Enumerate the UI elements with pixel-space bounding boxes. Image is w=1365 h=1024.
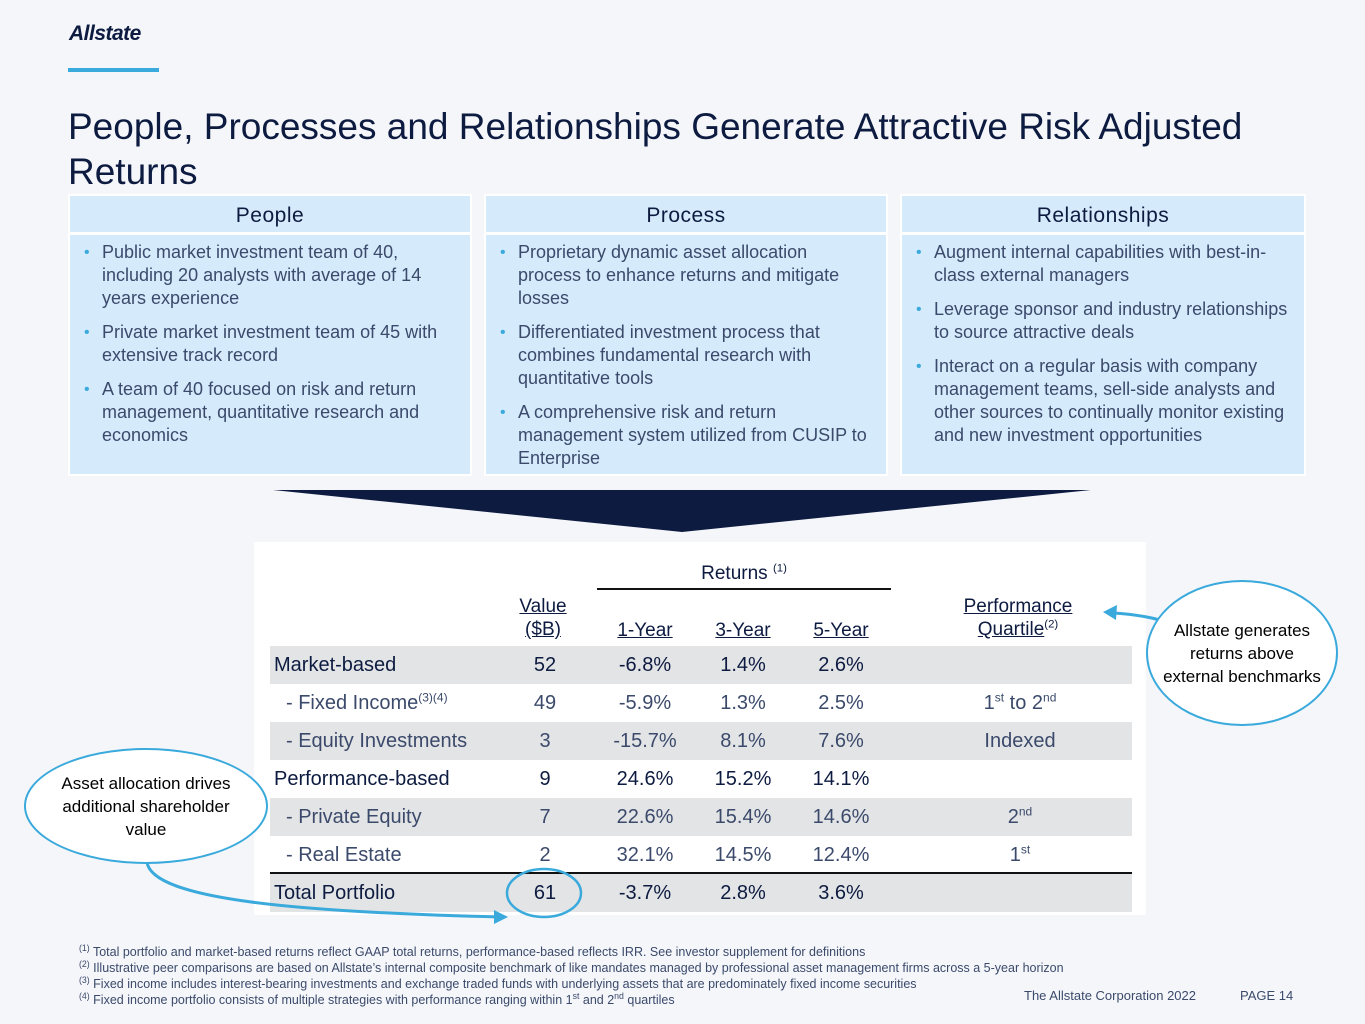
table-row-equity-investments: - Equity Investments 3 -15.7% 8.1% 7.6% … xyxy=(270,722,1132,760)
footnote: (2) Illustrative peer comparisons are ba… xyxy=(79,958,1064,975)
footnote: (1) Total portfolio and market-based ret… xyxy=(79,942,866,959)
pillar-body: • Public market investment team of 40, in… xyxy=(70,235,470,474)
pillar-relationships: Relationships • Augment internal capabili… xyxy=(900,194,1306,476)
bullet-item: • A team of 40 focused on risk and return… xyxy=(84,379,420,445)
bullet-dot-icon: • xyxy=(500,404,506,421)
one-year-header: 1-Year xyxy=(617,620,673,641)
returns-table: Returns (1) Value ($B) 1-Year 3-Year 5-Y… xyxy=(254,542,1146,915)
table-row-market-based: Market-based 52 -6.8% 1.4% 2.6% xyxy=(270,646,1132,684)
performance-quartile-header: Performance Quartile(2) xyxy=(963,596,1073,640)
pillar-people: People • Public market investment team of… xyxy=(68,194,472,476)
returns-header-rule xyxy=(597,588,891,590)
pillar-heading: Relationships xyxy=(902,196,1304,232)
bullet-item: • Differentiated investment process that … xyxy=(500,322,820,388)
table-row-real-estate: - Real Estate 2 32.1% 14.5% 12.4% 1st xyxy=(286,842,1031,866)
bullet-dot-icon: • xyxy=(84,244,90,261)
pillar-heading: People xyxy=(70,196,470,232)
bullet-item: • Leverage sponsor and industry relations… xyxy=(916,299,1288,342)
bullet-item: • Proprietary dynamic asset allocation pr… xyxy=(500,242,840,308)
bullet-item: • Augment internal capabilities with best… xyxy=(916,242,1267,285)
table-row-private-equity: - Private Equity 7 22.6% 15.4% 14.6% 2nd xyxy=(270,798,1132,836)
bullet-dot-icon: • xyxy=(500,324,506,341)
bullet-item: • Interact on a regular basis with compan… xyxy=(916,356,1285,445)
table-row-performance-based: Performance-based 9 24.6% 15.2% 14.1% xyxy=(274,768,870,790)
table-row-fixed-income: - Fixed Income(3)(4) 49 -5.9% 1.3% 2.5% … xyxy=(286,690,1057,714)
footer-corporation: The Allstate Corporation 2022 xyxy=(1024,988,1196,1003)
page-number: PAGE 14 xyxy=(1240,988,1294,1003)
pillar-heading: Process xyxy=(486,196,886,232)
bullet-dot-icon: • xyxy=(84,324,90,341)
pillar-body: • Augment internal capabilities with best… xyxy=(902,235,1304,474)
pillar-body: • Proprietary dynamic asset allocation pr… xyxy=(486,235,886,474)
five-year-header: 5-Year xyxy=(813,620,869,641)
callout-returns-above: Allstate generates returns above externa… xyxy=(1146,580,1338,726)
total-rule xyxy=(270,872,1132,874)
bullet-item: • Private market investment team of 45 wi… xyxy=(84,322,438,365)
returns-header: Returns (1) xyxy=(701,562,787,584)
callout-asset-allocation: Asset allocation drives additional share… xyxy=(24,748,268,864)
funnel-chevron-icon xyxy=(273,490,1091,532)
table-row-total-portfolio: Total Portfolio 61 -3.7% 2.8% 3.6% xyxy=(270,874,1132,912)
bullet-dot-icon: • xyxy=(916,301,922,318)
bullet-dot-icon: • xyxy=(916,244,922,261)
three-year-header: 3-Year xyxy=(715,620,771,641)
bullet-item: • A comprehensive risk and return managem… xyxy=(500,402,867,468)
allstate-logo: Allstate xyxy=(69,22,141,45)
value-header: Value ($B) xyxy=(519,596,567,640)
bullet-dot-icon: • xyxy=(916,358,922,375)
bullet-item: • Public market investment team of 40, in… xyxy=(84,242,422,308)
pillar-process: Process • Proprietary dynamic asset alloc… xyxy=(484,194,888,476)
footnote: (3) Fixed income includes interest-beari… xyxy=(79,974,917,991)
footnote: (4) Fixed income portfolio consists of m… xyxy=(79,990,675,1007)
footnotes: (1) Total portfolio and market-based ret… xyxy=(79,942,1179,1008)
page-title: People, Processes and Relationships Gene… xyxy=(68,106,1243,192)
logo-underline xyxy=(68,68,159,72)
pillars: People • Public market investment team of… xyxy=(68,194,1306,476)
bullet-dot-icon: • xyxy=(84,381,90,398)
bullet-dot-icon: • xyxy=(500,244,506,261)
